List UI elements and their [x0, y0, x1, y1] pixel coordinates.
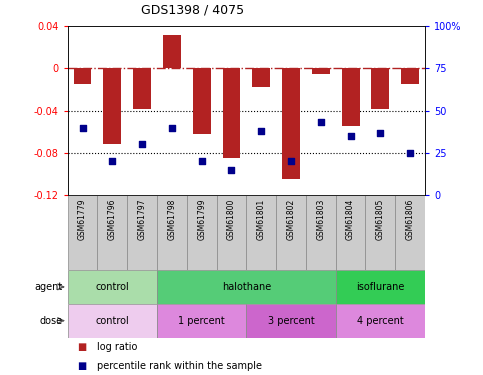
Bar	[73, 68, 91, 84]
Bar	[103, 68, 121, 144]
Text: GSM61806: GSM61806	[406, 199, 414, 240]
Bar	[282, 68, 300, 179]
Bar	[68, 304, 157, 338]
Text: ■: ■	[77, 361, 86, 370]
Bar	[223, 68, 241, 158]
Bar	[401, 68, 419, 84]
Text: control: control	[96, 282, 129, 292]
Text: GSM61799: GSM61799	[197, 199, 206, 240]
Bar	[157, 270, 336, 304]
Bar	[193, 68, 211, 134]
Bar	[246, 304, 336, 338]
Text: GSM61801: GSM61801	[257, 199, 266, 240]
Text: GSM61805: GSM61805	[376, 199, 385, 240]
Bar	[157, 304, 246, 338]
Text: control: control	[96, 316, 129, 326]
Text: GSM61804: GSM61804	[346, 199, 355, 240]
Text: ■: ■	[77, 342, 86, 352]
Text: 1 percent: 1 percent	[178, 316, 225, 326]
Text: percentile rank within the sample: percentile rank within the sample	[97, 361, 262, 370]
Point	[227, 166, 235, 172]
Point	[406, 150, 414, 156]
Bar	[371, 68, 389, 108]
Point	[79, 124, 86, 130]
Point	[109, 158, 116, 164]
Bar	[216, 195, 246, 270]
Point	[257, 128, 265, 134]
Text: GSM61802: GSM61802	[286, 199, 296, 240]
Bar	[312, 68, 330, 74]
Bar	[133, 68, 151, 108]
Point	[287, 158, 295, 164]
Text: GSM61798: GSM61798	[168, 199, 176, 240]
Text: GSM61797: GSM61797	[138, 199, 146, 240]
Bar	[336, 304, 425, 338]
Point	[317, 119, 325, 125]
Bar	[341, 68, 359, 126]
Text: isoflurane: isoflurane	[356, 282, 405, 292]
Bar	[246, 195, 276, 270]
Bar	[395, 195, 425, 270]
Bar	[157, 195, 187, 270]
Text: log ratio: log ratio	[97, 342, 137, 352]
Bar	[306, 195, 336, 270]
Bar	[187, 195, 216, 270]
Text: 3 percent: 3 percent	[268, 316, 314, 326]
Bar	[68, 195, 98, 270]
Text: GSM61800: GSM61800	[227, 199, 236, 240]
Bar	[163, 35, 181, 68]
Text: halothane: halothane	[222, 282, 271, 292]
Bar	[252, 68, 270, 87]
Point	[377, 130, 384, 136]
Point	[347, 133, 355, 139]
Bar	[98, 195, 127, 270]
Text: GSM61779: GSM61779	[78, 199, 87, 240]
Bar	[336, 195, 366, 270]
Text: GDS1398 / 4075: GDS1398 / 4075	[141, 4, 244, 17]
Bar	[68, 270, 157, 304]
Text: 4 percent: 4 percent	[357, 316, 404, 326]
Point	[168, 124, 176, 130]
Text: GSM61803: GSM61803	[316, 199, 325, 240]
Point	[198, 158, 206, 164]
Text: GSM61796: GSM61796	[108, 199, 117, 240]
Bar	[276, 195, 306, 270]
Point	[138, 141, 146, 147]
Text: agent: agent	[35, 282, 63, 292]
Bar	[336, 270, 425, 304]
Bar	[127, 195, 157, 270]
Bar	[366, 195, 395, 270]
Text: dose: dose	[40, 316, 63, 326]
